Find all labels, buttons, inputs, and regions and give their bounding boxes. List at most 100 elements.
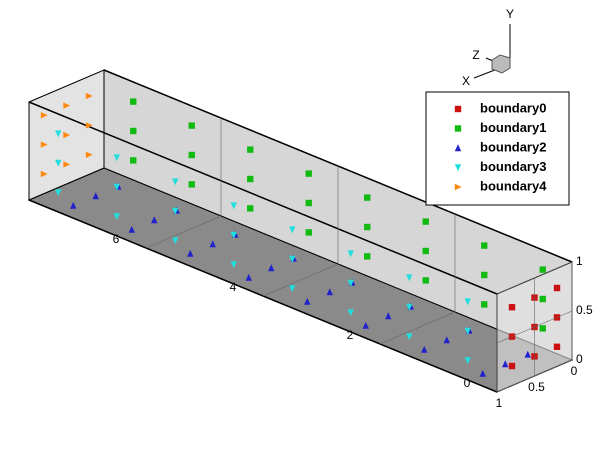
triad-label: Z — [472, 48, 479, 62]
point — [128, 225, 135, 233]
point — [188, 181, 195, 188]
triad-label: X — [462, 74, 470, 88]
legend-marker — [454, 183, 462, 191]
legend-marker — [454, 144, 462, 152]
point — [406, 274, 413, 282]
legend-entries: boundary0 boundary1 boundary2 boundary3 boun… — [454, 100, 547, 193]
point — [55, 159, 62, 167]
z-tick-label: 0.5 — [528, 380, 545, 394]
point — [113, 183, 120, 191]
point — [481, 242, 488, 249]
point — [247, 205, 254, 212]
y-tick-label: 0.5 — [576, 303, 593, 317]
point — [364, 194, 371, 201]
point — [230, 261, 237, 269]
point — [63, 131, 71, 139]
point — [172, 178, 179, 186]
point — [464, 327, 471, 335]
point — [524, 350, 531, 358]
point — [553, 284, 561, 292]
axis-triad: Y Z X — [462, 7, 514, 88]
point — [289, 285, 296, 293]
x-tick-label: 2 — [347, 328, 354, 342]
point — [305, 170, 312, 177]
point — [422, 218, 429, 225]
point — [508, 304, 516, 311]
point — [305, 199, 312, 207]
grid-line — [262, 166, 339, 297]
point — [188, 151, 195, 159]
triad-label: Y — [506, 7, 514, 21]
point — [151, 216, 158, 224]
legend-label: boundary0 — [480, 100, 546, 115]
point — [304, 297, 311, 305]
x-tick-label: 4 — [230, 280, 237, 294]
point — [421, 345, 428, 353]
point — [539, 325, 546, 332]
point — [362, 321, 369, 329]
point — [347, 279, 354, 287]
point — [406, 333, 413, 341]
point — [40, 112, 48, 119]
legend-label: boundary3 — [480, 159, 546, 174]
z-tick-label: 0 — [571, 364, 578, 378]
legend-marker — [454, 105, 462, 113]
point — [70, 201, 77, 209]
legend-marker — [454, 164, 462, 172]
legend — [425, 91, 570, 206]
point — [85, 92, 93, 100]
point — [364, 253, 371, 260]
point — [422, 277, 429, 284]
point — [85, 151, 93, 158]
point — [63, 102, 71, 109]
point — [130, 157, 137, 164]
point — [326, 288, 333, 296]
y-tick-label: 1 — [576, 254, 583, 268]
point — [443, 336, 450, 344]
point — [406, 303, 413, 311]
point — [289, 255, 296, 263]
point — [40, 141, 48, 148]
point — [539, 266, 546, 273]
point — [502, 360, 509, 368]
point — [130, 98, 137, 105]
point — [347, 250, 354, 258]
point — [247, 146, 254, 153]
legend-label: boundary2 — [480, 139, 546, 154]
point — [289, 226, 296, 234]
legend-marker — [454, 125, 462, 132]
ticks: 0 2 4 6 0 0.5 1 0 0.5 1 — [113, 118, 593, 410]
grid-line — [145, 118, 222, 249]
point — [130, 127, 137, 135]
point — [187, 249, 194, 257]
point — [422, 247, 429, 255]
point — [364, 223, 371, 231]
point — [55, 130, 62, 138]
point — [305, 229, 312, 236]
point — [40, 170, 48, 178]
x-tick-label: 6 — [113, 232, 120, 246]
point — [85, 122, 93, 129]
point — [464, 357, 471, 365]
point — [247, 175, 254, 183]
point — [92, 192, 99, 200]
point — [63, 161, 71, 168]
point — [245, 273, 252, 281]
point — [508, 362, 516, 370]
points — [40, 92, 561, 377]
point — [268, 264, 275, 272]
point — [230, 231, 237, 239]
point — [209, 240, 216, 248]
point — [113, 154, 120, 162]
point — [172, 237, 179, 245]
x-tick-label: 0 — [464, 376, 471, 390]
point — [347, 309, 354, 317]
legend-label: boundary1 — [480, 120, 546, 135]
point — [481, 301, 488, 308]
point — [479, 369, 486, 377]
point — [385, 312, 392, 320]
triad-cube — [491, 54, 511, 74]
point — [172, 207, 179, 215]
point — [55, 189, 62, 197]
